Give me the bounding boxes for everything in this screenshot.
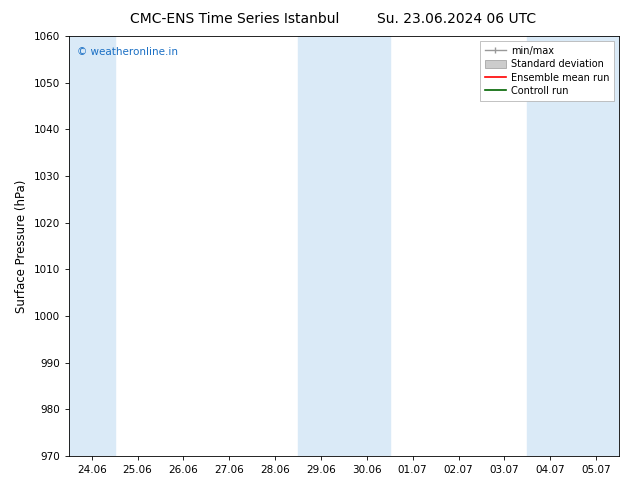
Y-axis label: Surface Pressure (hPa): Surface Pressure (hPa) — [15, 179, 28, 313]
Text: CMC-ENS Time Series Istanbul: CMC-ENS Time Series Istanbul — [130, 12, 339, 26]
Bar — [69, 36, 115, 456]
Bar — [298, 36, 390, 456]
Text: © weatheronline.in: © weatheronline.in — [77, 47, 178, 57]
Bar — [527, 36, 619, 456]
Text: Su. 23.06.2024 06 UTC: Su. 23.06.2024 06 UTC — [377, 12, 536, 26]
Legend: min/max, Standard deviation, Ensemble mean run, Controll run: min/max, Standard deviation, Ensemble me… — [480, 41, 614, 101]
